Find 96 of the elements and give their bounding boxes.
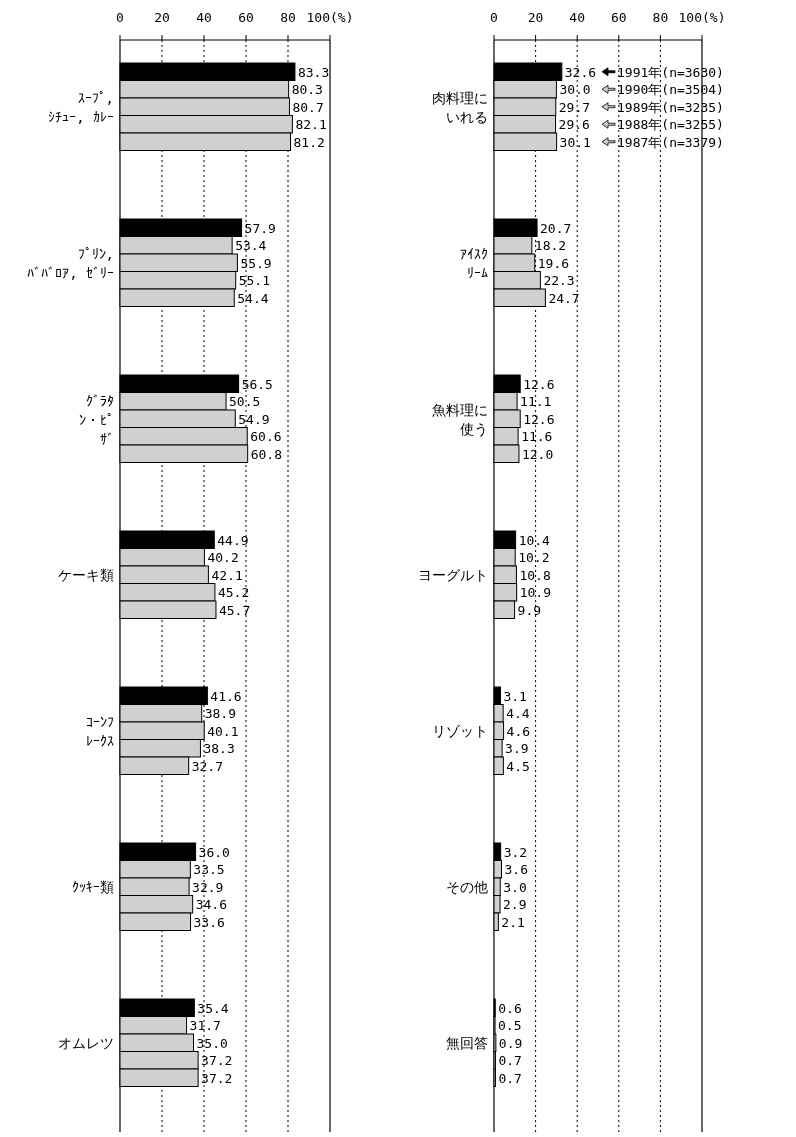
x-tick-label: 60 — [610, 10, 627, 25]
data-label: 31.7 — [189, 1018, 221, 1034]
data-label: 12.0 — [521, 446, 554, 462]
data-label: 30.1 — [559, 134, 591, 150]
data-label: 10.8 — [519, 567, 551, 583]
y-tick-label: オムレツ — [58, 1034, 114, 1051]
y-tick-label: ヨーグルト — [418, 566, 488, 583]
x-tick-label: 0 — [116, 10, 124, 25]
x-tick-label: 100(%) — [306, 10, 354, 25]
data-label: 33.5 — [193, 862, 225, 878]
data-label: 45.2 — [217, 585, 250, 601]
data-label: 0.7 — [498, 1070, 522, 1086]
data-label: 29.6 — [558, 117, 590, 133]
data-label: 4.6 — [506, 723, 531, 739]
data-label: 33.6 — [193, 914, 225, 930]
data-label: 37.2 — [201, 1070, 233, 1086]
data-label: 12.6 — [523, 376, 555, 392]
y-tick-label: 肉料理にいれる — [432, 89, 488, 125]
data-label: 10.2 — [518, 550, 550, 566]
data-label: 18.2 — [534, 238, 567, 254]
data-label: 22.3 — [543, 273, 575, 289]
data-label: 12.6 — [523, 411, 555, 427]
data-label: 11.6 — [521, 429, 553, 445]
data-label: 41.6 — [210, 688, 242, 704]
data-label: 54.4 — [237, 290, 269, 306]
data-label: 81.2 — [293, 134, 325, 150]
data-label: 3.9 — [505, 741, 529, 757]
y-tick-label: ｽｰﾌﾟ, ｼﾁｭｰ, ｶﾚｰ — [48, 89, 114, 125]
data-label: 57.9 — [244, 220, 276, 236]
data-label: 0.6 — [498, 1000, 522, 1016]
x-tick-label: 60 — [238, 10, 254, 25]
data-label: 24.7 — [548, 290, 580, 306]
data-label: 38.3 — [203, 741, 235, 757]
data-label: 54.9 — [238, 411, 270, 427]
data-label: 10.4 — [518, 532, 551, 548]
data-label: 32.7 — [191, 758, 223, 774]
data-label: 3.6 — [504, 862, 528, 878]
data-label: 9.9 — [517, 602, 542, 618]
data-label: 20.7 — [540, 220, 572, 236]
data-label: 50.5 — [229, 394, 261, 410]
data-label: 36.0 — [198, 844, 230, 860]
data-label: 30.0 — [559, 82, 591, 98]
data-label: 44.9 — [217, 532, 249, 548]
data-label: 40.1 — [207, 723, 239, 739]
data-label: 55.9 — [240, 255, 272, 271]
x-tick-label: 80 — [652, 10, 669, 25]
data-label: 38.9 — [204, 706, 236, 722]
data-label: 55.1 — [238, 273, 271, 289]
data-label: 82.1 — [295, 117, 327, 133]
y-tick-label: ケーキ類 — [58, 566, 114, 583]
y-tick-label: 無回答 — [446, 1034, 488, 1051]
y-tick-label: 魚料理に使う — [432, 401, 488, 437]
y-tick-label: その他 — [446, 878, 488, 895]
y-tick-label: ｸﾞﾗﾀﾝ・ﾋﾟｻﾞ — [79, 392, 114, 447]
x-tick-label: 20 — [154, 10, 170, 25]
data-label: 3.2 — [503, 844, 528, 860]
data-label: 83.3 — [297, 64, 330, 80]
y-tick-label: ｸｯｷｰ類 — [72, 878, 114, 895]
data-label: 0.5 — [498, 1018, 522, 1034]
data-label: 4.4 — [506, 706, 530, 722]
data-label: 35.0 — [196, 1035, 228, 1051]
data-label: 2.1 — [501, 914, 525, 930]
data-label: 80.3 — [291, 82, 323, 98]
data-label: 0.7 — [498, 1053, 522, 1069]
x-tick-label: 40 — [569, 10, 586, 25]
data-label: 34.6 — [195, 897, 227, 913]
x-tick-label: 20 — [527, 10, 544, 25]
data-label: 56.5 — [241, 376, 273, 392]
data-label: 3.1 — [503, 688, 527, 704]
data-label: 37.2 — [201, 1053, 233, 1069]
data-label: 32.6 — [564, 64, 597, 80]
data-label: 53.4 — [235, 238, 267, 254]
y-tick-label: リゾット — [432, 722, 488, 739]
x-tick-label: 100(%) — [678, 10, 726, 25]
data-label: 4.5 — [506, 758, 530, 774]
data-label: 0.9 — [498, 1035, 523, 1051]
x-tick-label: 40 — [196, 10, 212, 25]
data-label: 19.6 — [537, 255, 570, 271]
x-tick-label: 80 — [280, 10, 296, 25]
data-label: 11.1 — [520, 394, 552, 410]
data-label: 60.8 — [250, 446, 282, 462]
data-label: 80.7 — [292, 99, 324, 115]
y-tick-label: ﾌﾟﾘﾝ, ﾊﾞﾊﾞﾛｱ, ｾﾞﾘｰ — [27, 245, 114, 281]
data-label: 35.4 — [197, 1000, 229, 1016]
data-label: 45.7 — [218, 602, 251, 618]
data-label: 3.0 — [503, 879, 527, 895]
y-tick-label: ｱｲｽｸﾘｰﾑ — [460, 245, 488, 281]
data-label: 42.1 — [211, 567, 243, 583]
data-label: 40.2 — [207, 550, 239, 566]
data-label: 32.9 — [192, 879, 224, 895]
data-label: 29.7 — [558, 99, 591, 115]
y-tick-label: ｺｰﾝﾌﾚｰｸｽ — [86, 713, 114, 749]
x-tick-label: 0 — [490, 10, 498, 25]
data-label: 2.9 — [503, 897, 527, 913]
data-label: 10.9 — [519, 585, 551, 601]
data-label: 60.6 — [250, 429, 282, 445]
